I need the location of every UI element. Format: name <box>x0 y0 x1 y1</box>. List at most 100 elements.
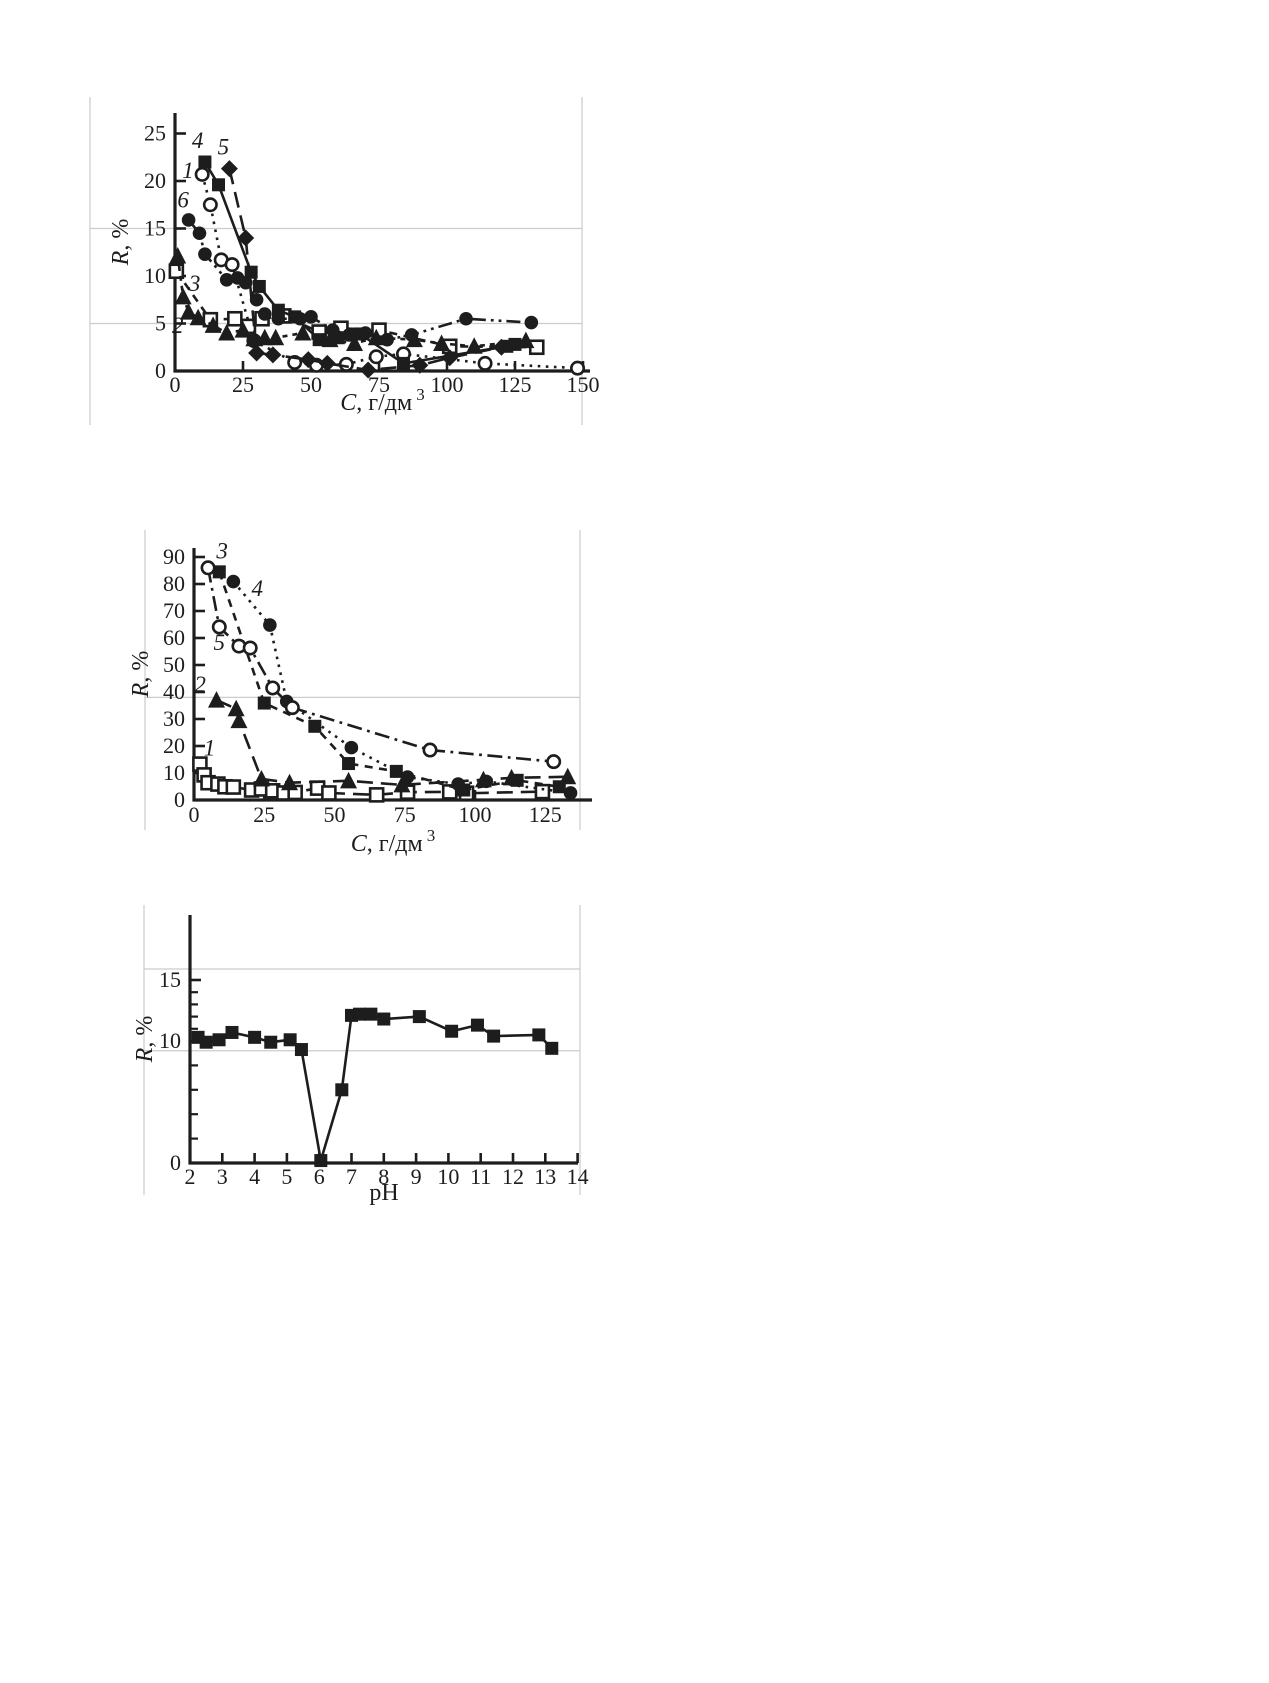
marker-filled-square <box>335 1083 349 1097</box>
marker-filled-triangle <box>340 771 358 789</box>
series-label: 4 <box>192 128 204 153</box>
y-tick-label: 5 <box>155 311 166 336</box>
marker-open-circle <box>338 356 354 372</box>
marker-filled-circle <box>249 292 264 307</box>
marker-open-circle <box>200 560 216 576</box>
marker-filled-diamond <box>411 356 429 374</box>
series-label: 2 <box>172 313 184 338</box>
marker-filled-square <box>212 565 226 579</box>
y-axis-label: R, % <box>132 1016 158 1064</box>
y-tick-label: 90 <box>163 544 185 569</box>
marker-filled-square <box>225 1025 239 1039</box>
marker-filled-square <box>353 1007 367 1021</box>
marker-filled-square <box>199 1035 213 1049</box>
marker-filled-square <box>508 337 522 351</box>
series-line <box>228 168 502 372</box>
series-6 <box>181 213 539 347</box>
figure-bottom-chart: 0 10 15 2 3 4 5 6 7 8 9 10 11 12 13 14 pH R, % <box>100 885 605 1215</box>
marker-filled-triangle <box>174 287 192 305</box>
marker-open-circle <box>202 197 218 213</box>
x-tick-label: 50 <box>300 372 322 397</box>
x-tick-label: 5 <box>281 1164 292 1189</box>
series-label: 5 <box>218 134 230 159</box>
x-tick-label: 125 <box>529 802 562 827</box>
x-tick-label: 11 <box>470 1164 491 1189</box>
x-tick-label: 8 <box>378 1164 389 1189</box>
marker-open-circle <box>570 360 586 376</box>
y-tick-label: 50 <box>163 652 185 677</box>
marker-open-circle <box>422 742 438 758</box>
x-tick-label: 100 <box>459 802 492 827</box>
series-label: 1 <box>204 735 216 760</box>
y-tick-label: 40 <box>163 679 185 704</box>
x-tick-label: 13 <box>534 1164 556 1189</box>
x-tick-label: 10 <box>437 1164 459 1189</box>
series-5 <box>220 160 510 379</box>
marker-filled-triangle <box>189 308 207 326</box>
marker-filled-diamond <box>492 338 510 356</box>
marker-filled-triangle <box>267 328 285 346</box>
marker-filled-diamond <box>220 160 238 178</box>
marker-filled-diamond <box>248 344 266 362</box>
marker-open-square <box>225 779 242 795</box>
y-tick-label: 20 <box>163 733 185 758</box>
marker-filled-square <box>470 1018 484 1032</box>
marker-filled-circle <box>342 328 356 342</box>
x-tick-label: 6 <box>314 1164 325 1189</box>
marker-open-square <box>534 783 551 800</box>
marker-filled-circle <box>219 273 234 287</box>
marker-filled-square <box>377 1012 391 1026</box>
marker-filled-circle <box>380 332 394 347</box>
marker-filled-circle <box>192 226 207 241</box>
marker-filled-circle <box>451 777 465 791</box>
marker-filled-square <box>510 773 524 787</box>
marker-open-circle <box>546 754 562 770</box>
series-label: 3 <box>215 538 228 563</box>
x-tick-label: 125 <box>499 372 532 397</box>
marker-filled-square <box>283 1033 297 1047</box>
marker-filled-circle <box>271 311 286 326</box>
marker-filled-square <box>312 333 326 347</box>
y-tick-label: 0 <box>155 358 166 383</box>
x-tick-label: 50 <box>324 802 346 827</box>
x-tick-label: 4 <box>249 1164 260 1189</box>
marker-filled-triangle <box>517 331 535 349</box>
marker-filled-circle <box>563 786 578 800</box>
marker-filled-square <box>212 1033 226 1047</box>
series-1 <box>192 756 551 803</box>
x-tick-label: 25 <box>253 802 275 827</box>
marker-filled-triangle <box>204 316 222 333</box>
marker-filled-circle <box>459 311 473 326</box>
y-tick-label: 25 <box>144 121 166 146</box>
marker-open-circle <box>284 700 300 716</box>
x-tick-label: 25 <box>232 372 254 397</box>
marker-open-circle <box>211 619 227 635</box>
x-axis-label: C, г/дм 3 <box>340 385 424 416</box>
marker-filled-diamond <box>237 229 255 247</box>
y-tick-label: 80 <box>163 571 185 596</box>
marker-filled-square <box>342 757 356 771</box>
series-label: 1 <box>182 158 194 183</box>
marker-filled-circle <box>257 307 272 321</box>
marker-filled-triangle <box>252 769 270 787</box>
marker-filled-square <box>532 1028 546 1042</box>
x-tick-label: 14 <box>567 1164 589 1189</box>
marker-filled-triangle <box>346 334 364 351</box>
y-tick-label: 0 <box>174 787 185 812</box>
x-tick-label: 75 <box>368 372 390 397</box>
marker-filled-square <box>294 1043 308 1057</box>
x-tick-label: 3 <box>217 1164 228 1189</box>
marker-filled-triangle <box>465 337 483 354</box>
marker-filled-diamond <box>299 351 317 369</box>
marker-filled-square <box>248 1030 262 1044</box>
y-tick-label: 10 <box>159 1028 181 1053</box>
series-5 <box>200 560 562 770</box>
marker-filled-square <box>212 178 226 192</box>
x-tick-label: 7 <box>346 1164 357 1189</box>
series-label: 2 <box>194 672 206 697</box>
marker-open-circle <box>477 355 493 371</box>
figure-top-chart: 0 5 10 15 20 25 0 25 50 75 100 125 150 1 2 3 4 5 6 C, г/дм 3… <box>85 95 605 440</box>
marker-open-circle <box>368 349 384 365</box>
series-line <box>218 571 560 792</box>
y-axis-label: R, % <box>108 219 134 267</box>
